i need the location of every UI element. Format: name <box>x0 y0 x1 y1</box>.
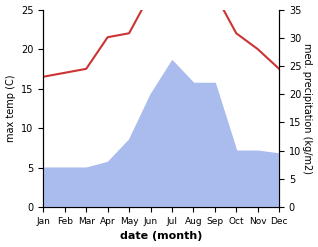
Y-axis label: max temp (C): max temp (C) <box>5 75 16 142</box>
X-axis label: date (month): date (month) <box>120 231 203 242</box>
Y-axis label: med. precipitation (kg/m2): med. precipitation (kg/m2) <box>302 43 313 174</box>
